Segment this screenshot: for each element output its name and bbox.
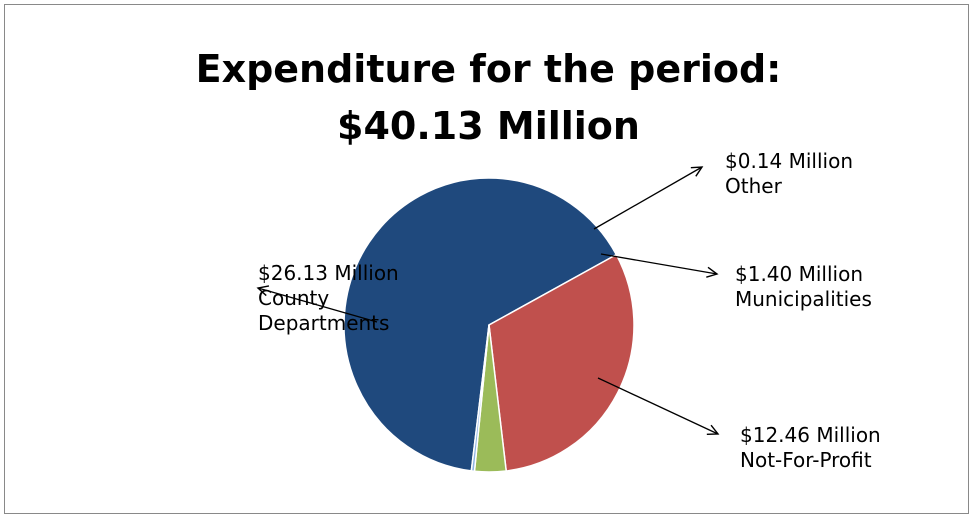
pie-slices — [343, 177, 635, 473]
chart-subtitle: $40.13 Million — [337, 104, 640, 148]
data-label-line: Municipalities — [735, 287, 872, 311]
data-label-line: Not-For-Profit — [740, 448, 872, 472]
leader-line-not-for-profit — [597, 377, 720, 436]
data-label-not-for-profit: $12.46 Million Not-For-Profit — [740, 423, 881, 472]
slice-labels: $26.13 Million County Departments $12.46 Mi… — [258, 149, 881, 472]
pie-slice-not-for-profit — [488, 253, 635, 472]
leader-line-other — [593, 166, 704, 230]
leader-line-municipalities — [600, 253, 719, 278]
data-label-line: Departments — [258, 311, 389, 335]
leader-line-county-departments — [256, 285, 378, 323]
data-label-county-departments: $26.13 Million County Departments — [258, 261, 399, 335]
data-label-other: $0.14 Million Other — [725, 149, 853, 198]
chart-title: Expenditure for the period: — [195, 47, 782, 91]
data-label-line: $1.40 Million — [735, 262, 863, 286]
data-label-municipalities: $1.40 Million Municipalities — [735, 262, 872, 311]
data-label-line: $12.46 Million — [740, 423, 881, 447]
data-label-line: Other — [725, 174, 783, 198]
leader-lines — [256, 166, 720, 436]
data-label-line: $0.14 Million — [725, 149, 853, 173]
data-label-line: County — [258, 286, 329, 310]
pie-slice-county-departments — [343, 177, 618, 472]
data-label-line: $26.13 Million — [258, 261, 399, 285]
pie-slice-other — [470, 324, 490, 473]
